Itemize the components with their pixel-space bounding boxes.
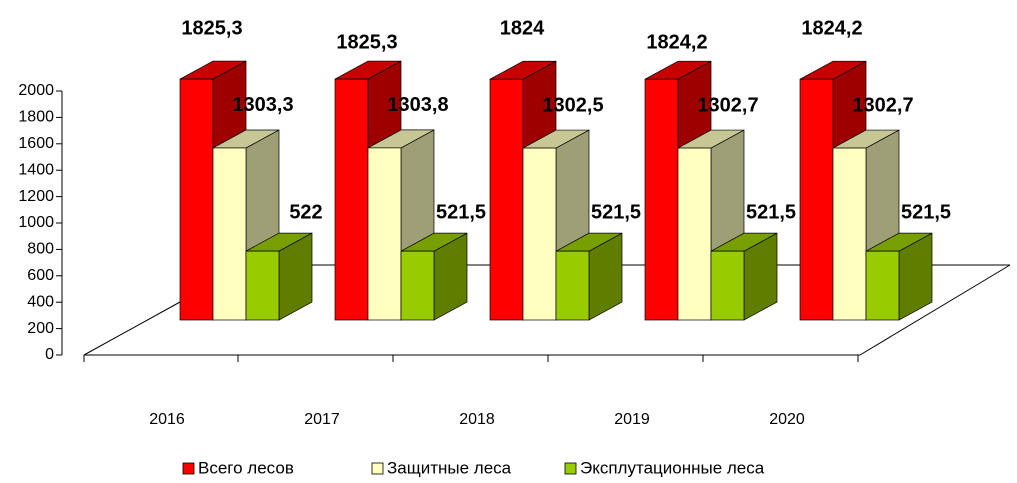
y-tick-label: 1200 <box>18 188 54 205</box>
legend-label: Защитные леса <box>387 458 512 477</box>
y-tick-label: 600 <box>27 267 54 284</box>
value-label: 522 <box>289 201 322 223</box>
legend-label: Всего лесов <box>198 458 294 477</box>
y-tick-label: 1800 <box>18 109 54 126</box>
bar <box>334 78 369 321</box>
bar <box>245 250 280 321</box>
bar <box>212 147 247 321</box>
x-tick-label: 2019 <box>614 411 650 428</box>
value-label: 521,5 <box>591 201 641 223</box>
value-label: 1302,7 <box>697 94 758 116</box>
value-label: 1824 <box>500 18 545 40</box>
legend-swatch <box>371 462 384 475</box>
bar <box>555 250 590 321</box>
bar <box>179 78 214 321</box>
value-label: 1302,5 <box>542 94 603 116</box>
legend-label: Эксплутационные леса <box>580 458 765 477</box>
value-label: 1303,3 <box>232 94 293 116</box>
legend-swatch <box>564 462 577 475</box>
value-label: 521,5 <box>746 201 796 223</box>
y-tick-label: 800 <box>27 241 54 258</box>
value-label: 1825,3 <box>181 17 242 39</box>
value-label: 1303,8 <box>387 94 448 116</box>
y-tick-label: 0 <box>45 346 54 363</box>
value-label: 521,5 <box>436 201 486 223</box>
bar <box>644 78 679 321</box>
x-tick-label: 2016 <box>149 411 185 428</box>
y-tick-label: 1600 <box>18 135 54 152</box>
x-tick-label: 2017 <box>304 411 340 428</box>
bar <box>400 250 435 321</box>
y-tick-label: 1000 <box>18 214 54 231</box>
bar <box>677 147 712 321</box>
floor-left <box>83 301 181 356</box>
bar <box>832 147 867 321</box>
y-tick-label: 200 <box>27 320 54 337</box>
y-tick-label: 2000 <box>18 82 54 99</box>
y-tick-label: 1400 <box>18 161 54 178</box>
bar <box>799 78 834 321</box>
value-label: 1825,3 <box>336 31 397 53</box>
bar <box>710 250 745 321</box>
value-label: 1302,7 <box>852 94 913 116</box>
legend-swatch <box>182 462 195 475</box>
floor-right <box>859 264 1011 356</box>
bar <box>489 78 524 321</box>
bar <box>367 147 402 321</box>
bar <box>522 147 557 321</box>
value-label: 1824,2 <box>646 31 707 53</box>
x-tick-label: 2018 <box>459 411 495 428</box>
value-label: 521,5 <box>901 201 951 223</box>
bar <box>865 250 900 321</box>
x-tick-label: 2020 <box>769 411 805 428</box>
value-label: 1824,2 <box>801 17 862 39</box>
y-tick-label: 400 <box>27 293 54 310</box>
